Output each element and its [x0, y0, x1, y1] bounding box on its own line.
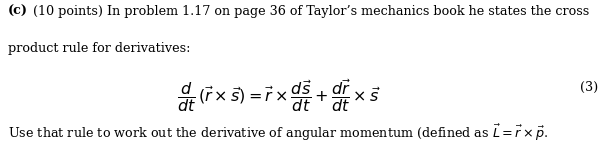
Text: $\dfrac{d}{dt}\,(\vec{r}\times \vec{s}) = \vec{r}\times \dfrac{d\vec{s}}{dt} + \: $\dfrac{d}{dt}\,(\vec{r}\times \vec{s}) …: [177, 77, 381, 114]
Text: (3): (3): [580, 80, 598, 93]
Text: Use that rule to work out the derivative of angular momentum (defined as $\vec{L: Use that rule to work out the derivative…: [8, 123, 549, 143]
Text: (10 points) In problem 1.17 on page 36 of Taylor’s mechanics book he states the : (10 points) In problem 1.17 on page 36 o…: [29, 5, 589, 18]
Text: product rule for derivatives:: product rule for derivatives:: [8, 42, 191, 55]
Text: (c): (c): [8, 5, 28, 18]
